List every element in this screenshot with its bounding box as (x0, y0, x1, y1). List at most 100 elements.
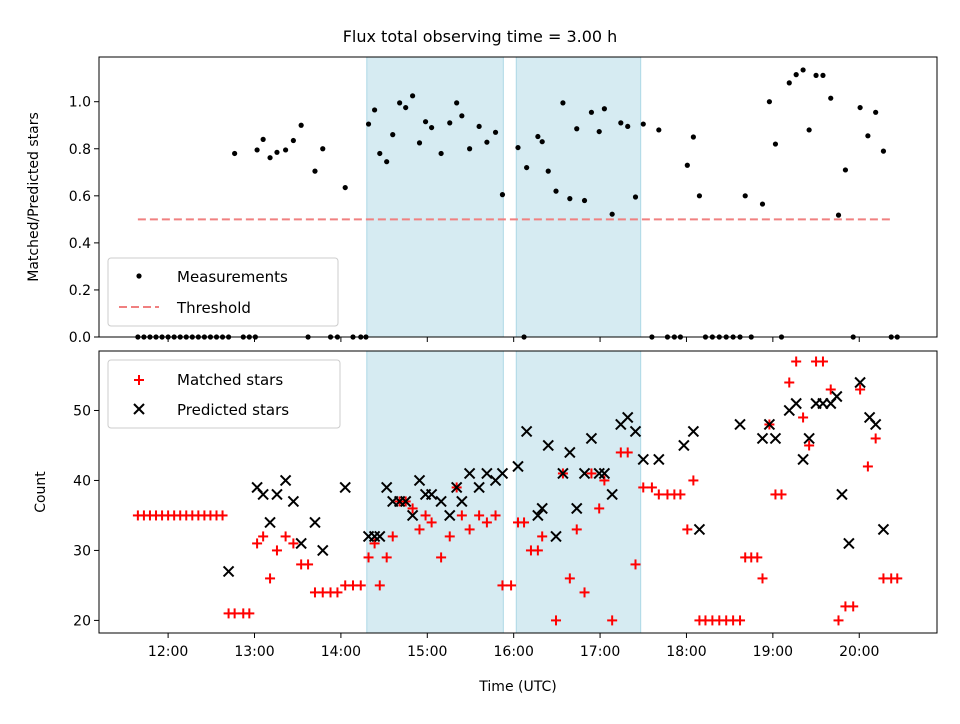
predicted-star-point-b (877, 523, 890, 536)
matched-star-point (355, 580, 366, 591)
matched-star-point (848, 601, 859, 612)
predicted-star-point-b (399, 495, 412, 508)
predicted-star-point (339, 481, 351, 494)
predicted-star-point (877, 523, 890, 536)
predicted-star-point (444, 509, 456, 522)
matched-star-point (586, 468, 597, 479)
predicted-star-point-b (444, 509, 456, 522)
top-legend-box (107, 257, 339, 327)
measurement-point (632, 194, 639, 200)
measurement-point (365, 121, 372, 127)
predicted-star-point-b (406, 509, 419, 522)
predicted-star-point-b (756, 432, 769, 445)
predicted-star-point (463, 467, 476, 480)
predicted-star-point-b (271, 488, 283, 501)
matched-star-point (564, 573, 575, 584)
measurement-point (800, 67, 806, 73)
legend-measurements-label: Measurements (177, 268, 288, 286)
matched-star-point (456, 510, 467, 521)
matched-star-point (862, 461, 873, 472)
matched-star-point (804, 440, 815, 451)
matched-star-point (332, 587, 343, 598)
predicted-star-point-b (687, 425, 700, 438)
measurement-point (690, 134, 696, 140)
matched-star-point (436, 552, 447, 563)
predicted-star-point-b (435, 495, 447, 508)
predicted-star-point-b (295, 537, 307, 550)
predicted-star-point (687, 425, 700, 438)
measurement-point (232, 150, 238, 157)
predicted-star-point (836, 488, 848, 501)
predicted-star-point-b (622, 411, 634, 424)
matched-star-point (653, 489, 664, 500)
predicted-star-point (637, 453, 649, 466)
predicted-star-point (374, 530, 386, 543)
predicted-star-point-b (578, 467, 591, 480)
bottom-y-ticks: 20 30 40 50 (73, 403, 99, 629)
x-tick-label: 13:00 (234, 644, 274, 660)
predicted-star-point-b (380, 481, 393, 494)
predicted-star-point-b (463, 467, 476, 480)
measurement-point (535, 133, 541, 140)
predicted-star-point (585, 432, 598, 445)
predicted-star-point (578, 467, 591, 480)
matched-star-point (757, 573, 768, 584)
measurement-point (377, 150, 383, 157)
matched-star-point (288, 538, 299, 549)
measurement-point (880, 148, 887, 154)
matched-star-point (630, 559, 641, 570)
predicted-star-point-b (317, 544, 329, 557)
x-tick-label: 20:00 (839, 644, 879, 660)
measurement-point (596, 128, 602, 135)
predicted-star-point (264, 516, 276, 529)
matched-star-point (825, 384, 836, 395)
predicted-star-point-b (339, 481, 351, 494)
matched-star-point (675, 489, 686, 500)
x-tick-label: 15:00 (407, 644, 447, 660)
predicted-star-point (869, 418, 882, 431)
legend-predicted-marker (133, 403, 145, 415)
predicted-star-point-b (413, 474, 426, 487)
measurement-point (581, 197, 588, 204)
predicted-star-point (564, 446, 576, 459)
predicted-star-point-b (593, 467, 605, 480)
predicted-star-point (279, 474, 292, 487)
measurement-point (567, 196, 573, 202)
predicted-star-point-b (496, 467, 509, 480)
matched-star-point (464, 524, 475, 535)
measurement-point (786, 80, 792, 86)
predicted-star-point (629, 425, 642, 438)
predicted-star-point-b (863, 411, 876, 424)
measurement-point (290, 137, 296, 144)
y-tick-label: 30 (73, 543, 91, 559)
y-tick-label: 40 (73, 473, 91, 489)
predicted-star-point (542, 439, 554, 452)
matched-star-point (855, 384, 866, 395)
predicted-star-point (450, 481, 463, 494)
predicted-star-point (435, 495, 447, 508)
x-axis-label: Time (UTC) (478, 679, 556, 695)
predicted-star-point-b (854, 376, 866, 389)
predicted-star-point-b (536, 502, 548, 515)
predicted-star-point (557, 467, 569, 480)
measurement-point (835, 212, 842, 218)
matched-star-point (638, 482, 649, 493)
matched-star-point (258, 531, 269, 542)
bottom-legend: Matched stars Predicted stars (107, 359, 341, 429)
measurement-point (274, 149, 280, 155)
measurement-point (298, 122, 304, 128)
predicted-star-point (399, 495, 412, 508)
predicted-star-point (653, 453, 665, 466)
predicted-star-point-b (606, 488, 618, 501)
predicted-star-point-b (520, 425, 533, 438)
predicted-star-point-b (450, 481, 463, 494)
predicted-star-point-b (571, 502, 583, 515)
y-tick-label: 0.0 (69, 330, 91, 346)
measurement-point (384, 159, 390, 165)
measurement-point (640, 121, 646, 127)
predicted-star-point-b (564, 446, 576, 459)
matched-star-point (387, 531, 398, 542)
measurement-point (684, 162, 690, 168)
predicted-star-point (678, 439, 690, 452)
matched-star-point (532, 545, 543, 556)
